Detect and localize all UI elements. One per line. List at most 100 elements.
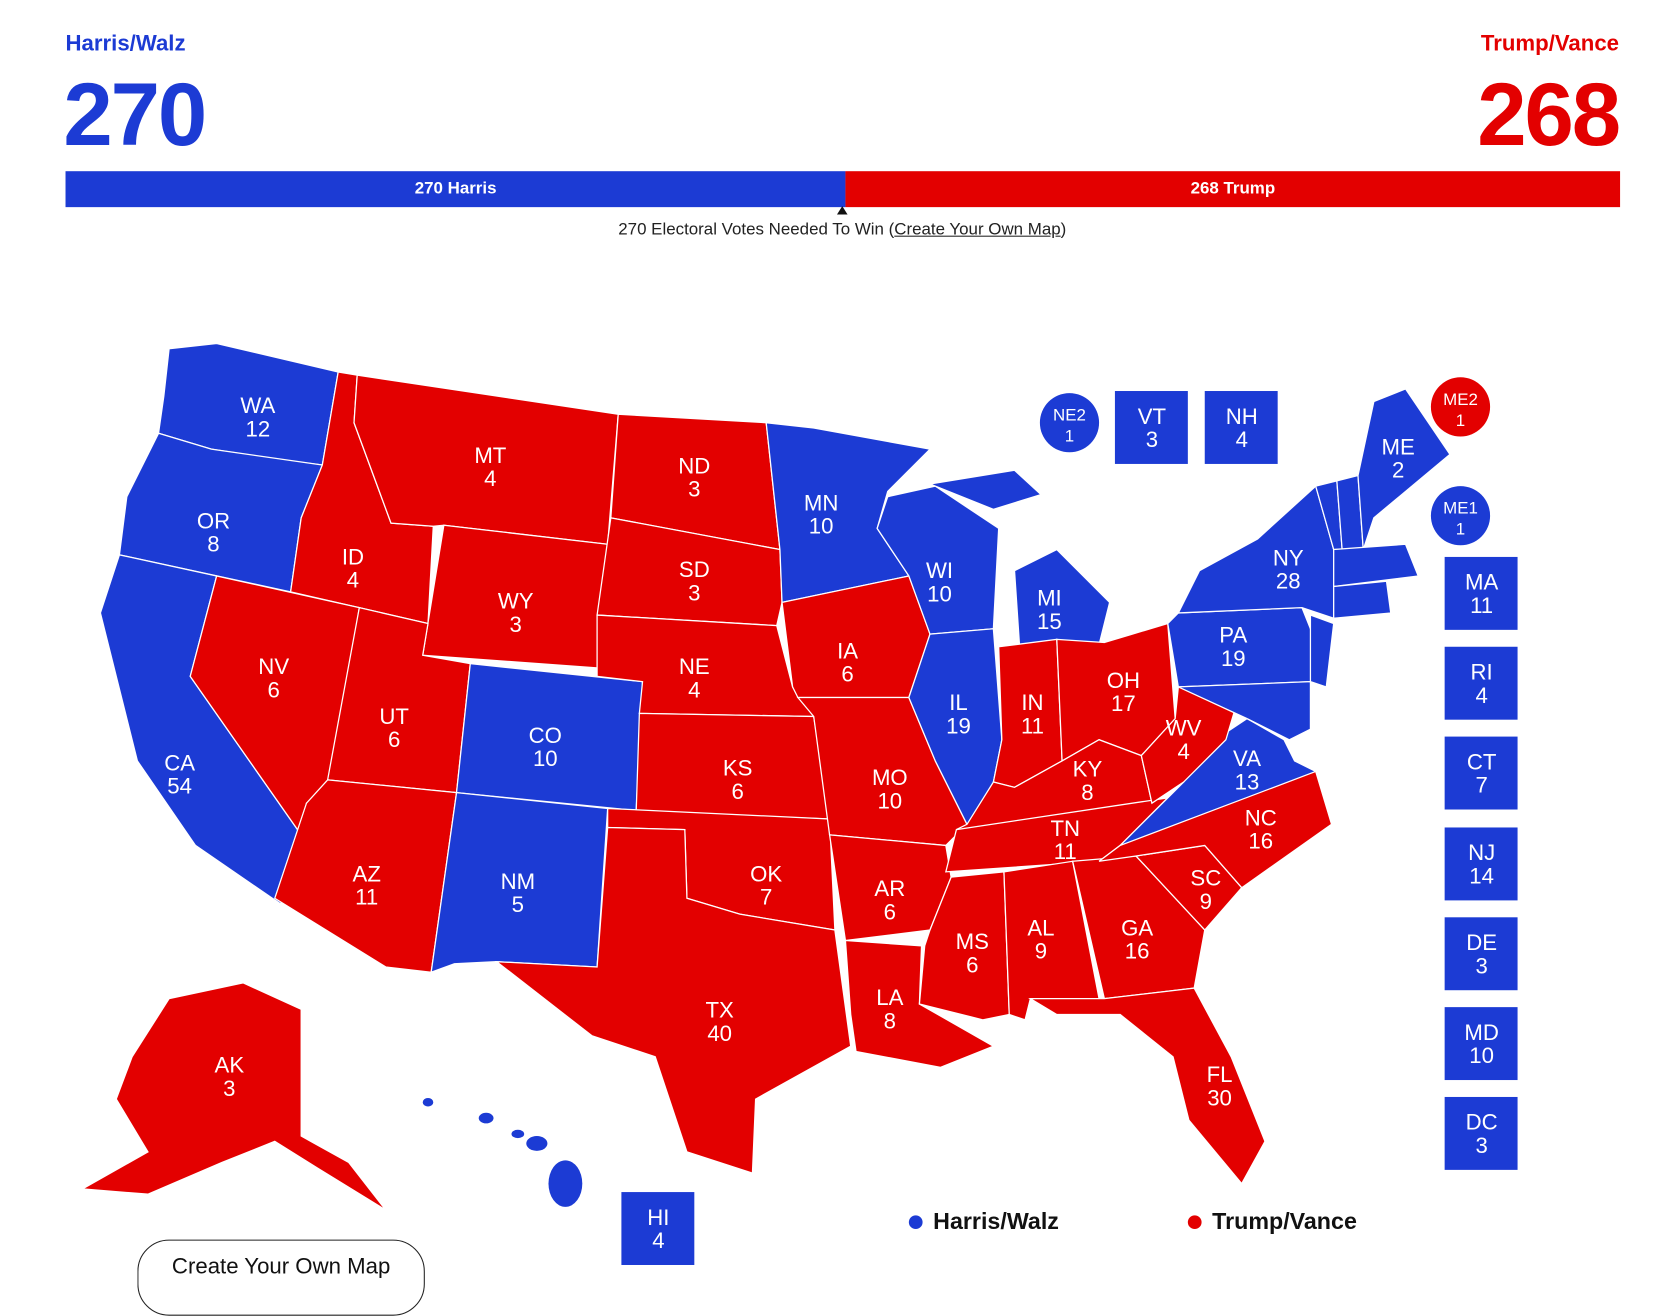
state-tx[interactable] bbox=[494, 826, 852, 1174]
electoral-vote-bar: 270 Harris 268 Trump bbox=[65, 171, 1621, 208]
small-state-me1[interactable]: ME1 1 bbox=[1430, 486, 1491, 546]
us-map: WA 12 OR 8 CA 54 ID 4 NV 6 MT 4 WY 3 UT 6 CO 10 AZ 11 NM 5 ND 3… bbox=[80, 343, 1518, 1265]
state-wi[interactable] bbox=[876, 485, 1000, 635]
state-label-mo: MO 10 bbox=[872, 765, 908, 813]
state-md[interactable] bbox=[1178, 680, 1312, 741]
state-label-or: OR 8 bbox=[197, 508, 230, 556]
state-label-oh: OH 17 bbox=[1107, 668, 1140, 716]
legend-rep-label: Trump/Vance bbox=[1212, 1207, 1357, 1235]
state-label-in: IN 11 bbox=[1021, 690, 1044, 738]
rep-electoral-votes: 268 bbox=[1477, 64, 1621, 164]
rep-dot-icon bbox=[1187, 1214, 1202, 1229]
votes-needed-label: 270 Electoral Votes Needed To Win ( bbox=[618, 220, 895, 239]
svg-text:NH4: NH 4 bbox=[1226, 404, 1258, 452]
state-label-me: ME 2 bbox=[1382, 434, 1415, 482]
svg-text:RI4: RI 4 bbox=[1471, 660, 1493, 708]
small-state-ri[interactable]: RI 4 bbox=[1444, 646, 1518, 720]
paren: ) bbox=[1060, 220, 1067, 239]
dem-bar-segment: 270 Harris bbox=[65, 171, 846, 208]
state-label-ny: NY 28 bbox=[1273, 545, 1304, 593]
state-nj[interactable] bbox=[1309, 614, 1335, 688]
state-label-mn: MN 10 bbox=[804, 490, 839, 538]
small-state-md[interactable]: MD 10 bbox=[1444, 1007, 1518, 1081]
state-label-id: ID 4 bbox=[342, 544, 364, 592]
small-state-ne2[interactable]: NE2 1 bbox=[1039, 393, 1100, 453]
state-wv[interactable] bbox=[1140, 686, 1243, 805]
small-state-ct[interactable]: CT 7 bbox=[1444, 736, 1518, 810]
state-mi[interactable] bbox=[1013, 548, 1111, 651]
state-label-wa: WA 12 bbox=[240, 393, 275, 441]
rep-bar-segment: 268 Trump bbox=[845, 171, 1621, 208]
state-fl[interactable] bbox=[1028, 987, 1266, 1185]
state-label-ms: MS 6 bbox=[956, 929, 989, 977]
svg-text:VT3: VT 3 bbox=[1138, 404, 1167, 452]
state-label-ak: AK 3 bbox=[215, 1053, 245, 1101]
state-sd[interactable] bbox=[596, 517, 783, 627]
small-state-nh[interactable]: NH 4 bbox=[1204, 391, 1278, 464]
state-label-fl: FL 30 bbox=[1207, 1062, 1233, 1110]
state-label-ia: IA 6 bbox=[837, 638, 858, 686]
state-hi-island[interactable] bbox=[548, 1160, 583, 1207]
state-label-wy: WY 3 bbox=[498, 589, 534, 637]
dem-electoral-votes: 270 bbox=[63, 64, 207, 164]
svg-text:DE3: DE 3 bbox=[1466, 930, 1497, 978]
state-label-nv: NV 6 bbox=[258, 654, 289, 702]
small-state-dc[interactable]: DC 3 bbox=[1444, 1096, 1518, 1170]
state-label-ky: KY 8 bbox=[1073, 757, 1103, 805]
state-ny[interactable] bbox=[1177, 484, 1335, 620]
state-label-il: IL 19 bbox=[946, 690, 971, 738]
state-label-mt: MT 4 bbox=[474, 443, 506, 491]
state-label-ar: AR 6 bbox=[874, 876, 905, 924]
state-label-tn: TN 11 bbox=[1050, 816, 1080, 864]
state-hi-island[interactable] bbox=[526, 1136, 548, 1151]
legend-dem-label: Harris/Walz bbox=[933, 1207, 1059, 1235]
svg-text:CT7: CT 7 bbox=[1467, 749, 1497, 797]
state-label-nm: NM 5 bbox=[501, 869, 536, 917]
state-label-ca: CA 54 bbox=[164, 750, 195, 798]
state-label-al: AL 9 bbox=[1027, 915, 1054, 963]
state-label-ok: OK 7 bbox=[750, 861, 782, 909]
state-mi[interactable] bbox=[927, 469, 1043, 511]
small-state-me2[interactable]: ME2 1 bbox=[1430, 377, 1491, 437]
rep-ticket-name: Trump/Vance bbox=[1480, 31, 1620, 57]
state-label-tx: TX 40 bbox=[706, 998, 735, 1046]
small-state-vt[interactable]: VT 3 bbox=[1114, 391, 1188, 464]
state-ak[interactable] bbox=[80, 982, 387, 1211]
dem-ticket-name: Harris/Walz bbox=[65, 31, 186, 57]
state-hi-island[interactable] bbox=[478, 1112, 494, 1124]
state-ma[interactable] bbox=[1333, 543, 1420, 588]
state-ct[interactable] bbox=[1333, 580, 1392, 619]
state-label-co: CO 10 bbox=[529, 723, 562, 771]
state-label-wv: WV 4 bbox=[1166, 716, 1202, 764]
state-hi-island[interactable] bbox=[511, 1129, 525, 1139]
small-state-de[interactable]: DE 3 bbox=[1444, 917, 1518, 991]
small-state-ma[interactable]: MA 11 bbox=[1444, 556, 1518, 630]
legend-dem: Harris/Walz bbox=[908, 1207, 1059, 1235]
create-map-link[interactable]: Create Your Own Map bbox=[894, 220, 1061, 239]
state-label-wi: WI 10 bbox=[926, 558, 953, 606]
electoral-map-page: Harris/Walz 270 Trump/Vance 268 270 Harr… bbox=[0, 31, 1657, 1316]
votes-needed-text: 270 Electoral Votes Needed To Win (Creat… bbox=[0, 221, 1657, 240]
state-label-la: LA 8 bbox=[876, 985, 903, 1033]
small-state-nj[interactable]: NJ 14 bbox=[1444, 827, 1518, 901]
state-hi-island[interactable] bbox=[422, 1098, 434, 1107]
dem-dot-icon bbox=[908, 1214, 923, 1229]
small-state-hi[interactable]: HI 4 bbox=[621, 1192, 695, 1265]
state-label-va: VA 13 bbox=[1233, 746, 1261, 794]
legend-rep: Trump/Vance bbox=[1187, 1207, 1357, 1235]
state-label-az: AZ 11 bbox=[353, 861, 381, 909]
state-label-pa: PA 19 bbox=[1219, 623, 1247, 671]
state-label-nc: NC 16 bbox=[1245, 805, 1277, 853]
state-label-mi: MI 15 bbox=[1037, 586, 1062, 634]
svg-text:DC3: DC 3 bbox=[1466, 1110, 1498, 1158]
svg-text:HI4: HI 4 bbox=[647, 1205, 669, 1253]
create-your-own-map-button[interactable]: Create Your Own Map bbox=[137, 1239, 425, 1316]
state-label-nd: ND 3 bbox=[678, 453, 710, 501]
state-label-sd: SD 3 bbox=[679, 557, 710, 605]
state-label-ks: KS 6 bbox=[723, 756, 753, 804]
